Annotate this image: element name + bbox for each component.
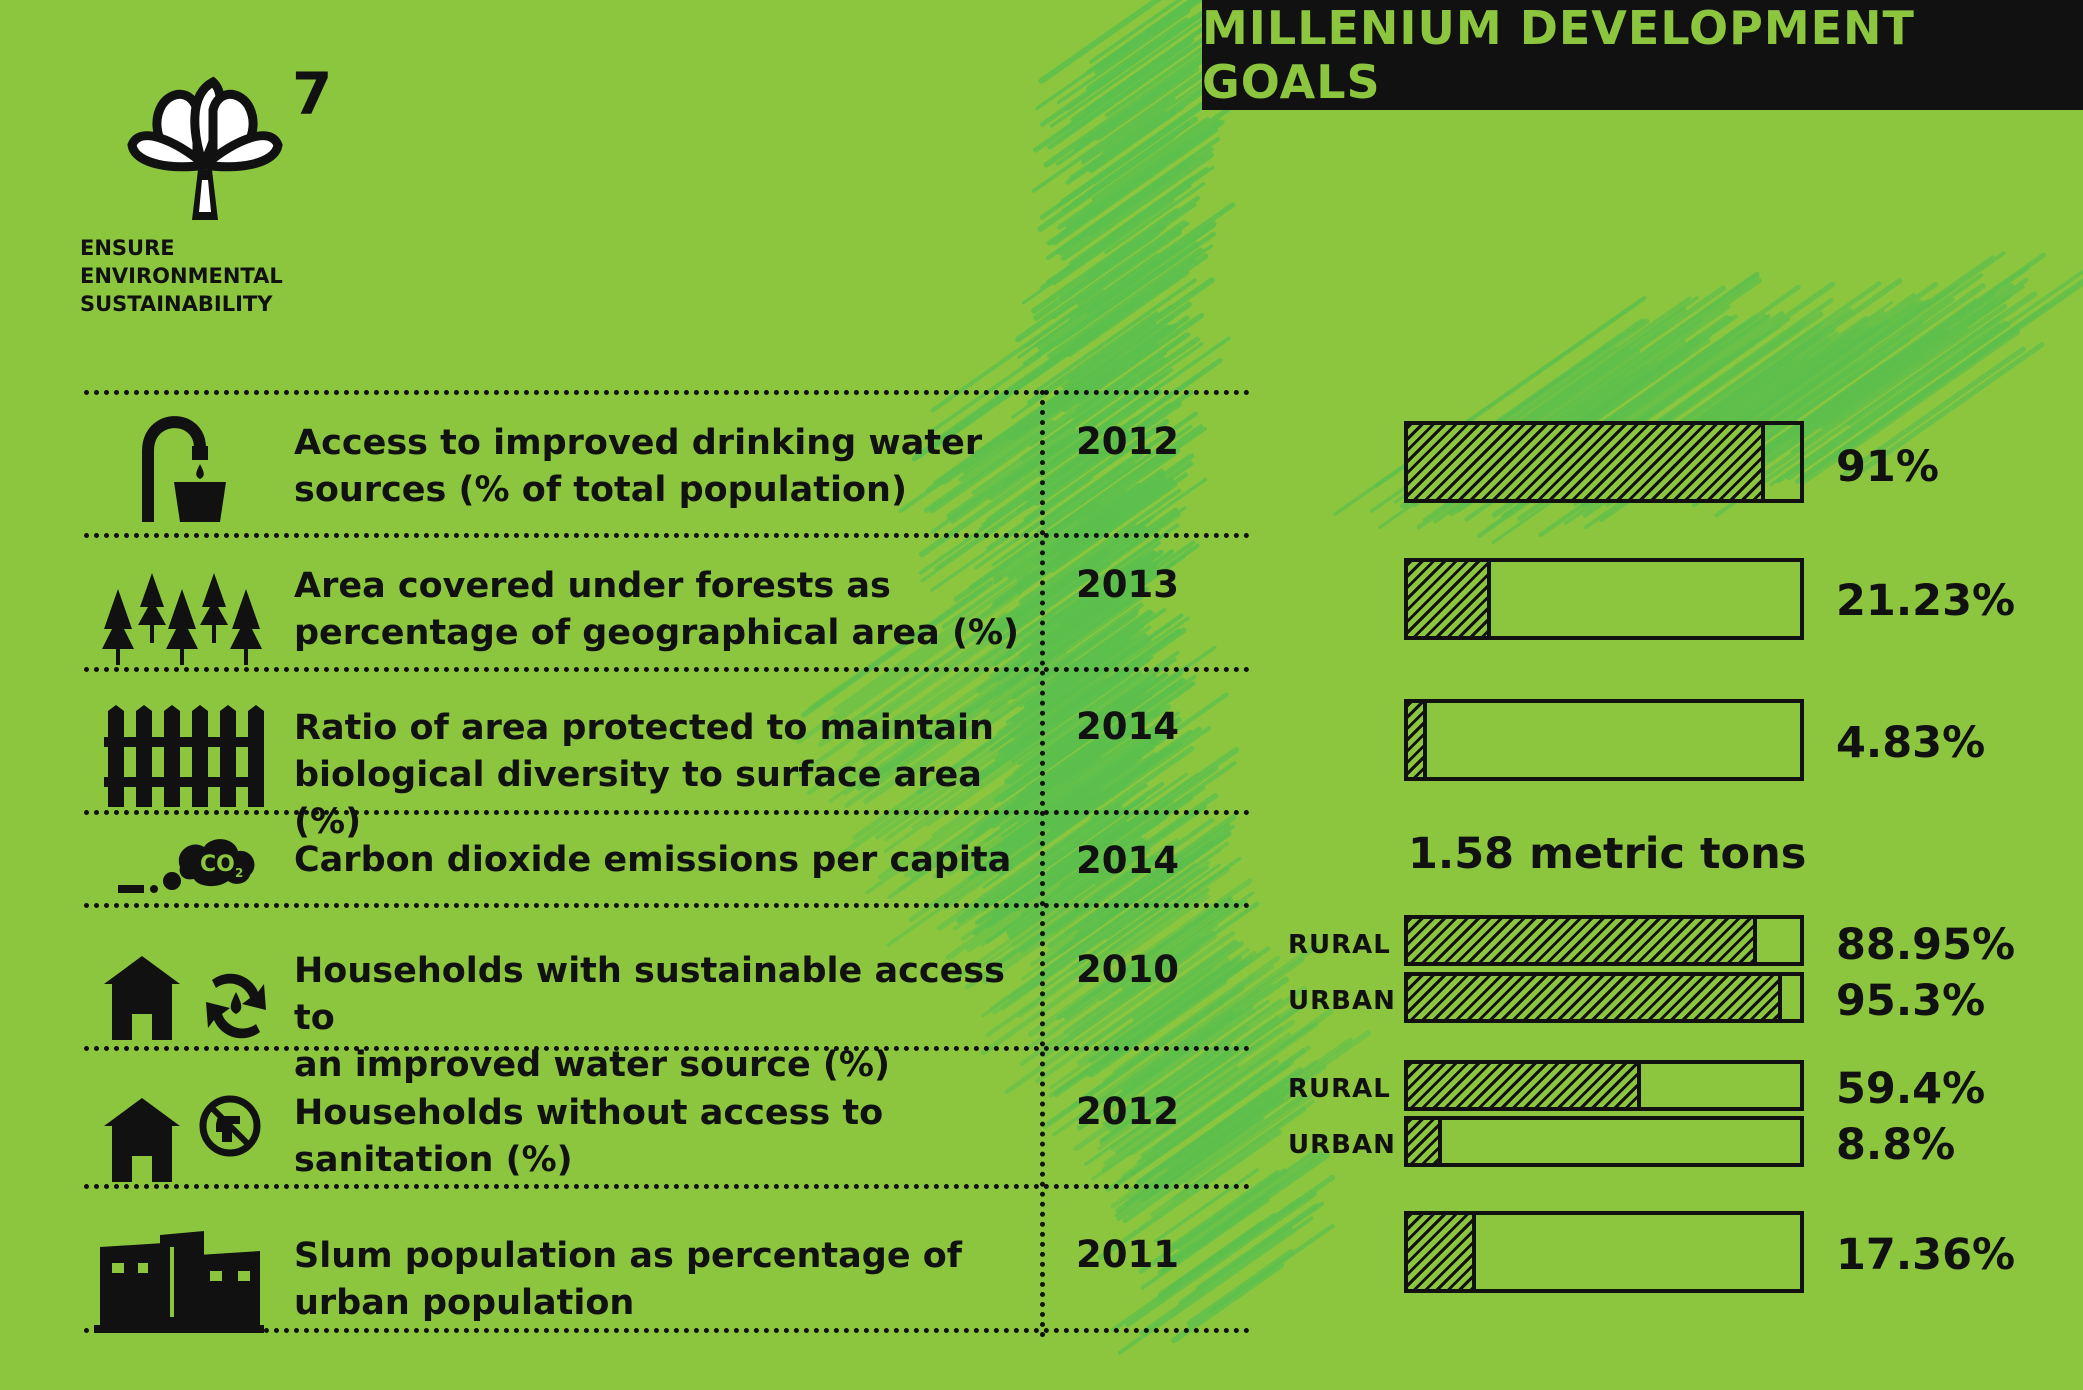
progress-bar-fill [1408, 562, 1492, 636]
dotted-divider [84, 533, 1250, 538]
description-line: percentage of geographical area (%) [294, 613, 1020, 653]
progress-bar [1404, 972, 1804, 1023]
indicator-year: 2012 [1076, 420, 1179, 463]
indicator-row-protected-area: Ratio of area protected to maintain biol… [0, 685, 2083, 842]
indicator-year: 2014 [1076, 839, 1179, 882]
progress-bar-fill [1408, 703, 1427, 777]
description-line: Ratio of area protected to maintain [294, 708, 994, 748]
indicator-value: 8.8% [1836, 1120, 1956, 1170]
indicator-row-household-sanitation: Households without access to sanitation … [0, 1070, 2083, 1210]
svg-text:CO: CO [200, 852, 235, 877]
co2-value: 1.58 metric tons [1408, 829, 1807, 879]
progress-bar [1404, 699, 1804, 781]
goal-tree-icon [127, 76, 283, 220]
indicator-value: 17.36% [1836, 1230, 2016, 1280]
indicator-description: Access to improved drinking water source… [294, 420, 1034, 514]
goal-name: ENSURE ENVIRONMENTAL SUSTAINABILITY [80, 234, 283, 318]
dotted-divider [84, 1046, 1250, 1051]
indicator-year: 2010 [1076, 948, 1179, 991]
dotted-divider [84, 903, 1250, 908]
progress-bar [1404, 915, 1804, 966]
progress-bar [1404, 1060, 1804, 1111]
banner-title: MILLENIUM DEVELOPMENT GOALS [1202, 0, 2083, 110]
description-line: Access to improved drinking water [294, 423, 983, 463]
co2-cloud-icon: CO 2 [118, 839, 255, 893]
indicator-value: 4.83% [1836, 718, 1986, 768]
indicator-description: Carbon dioxide emissions per capita [294, 837, 1034, 884]
description-line: Households without access to [294, 1093, 884, 1133]
dotted-divider [84, 1328, 1250, 1333]
description-line: an improved water source (%) [294, 1045, 890, 1085]
indicator-row-slum-population: Slum population as percentage of urban p… [0, 1213, 2083, 1353]
goal-name-line: SUSTAINABILITY [80, 292, 273, 316]
description-line: sources (% of total population) [294, 470, 907, 510]
bar-label-rural: RURAL [1288, 930, 1391, 960]
indicator-description: Households with sustainable access to an… [294, 948, 1034, 1089]
indicator-value: 88.95% [1836, 920, 2016, 970]
dotted-divider [84, 390, 1250, 395]
progress-bar-fill [1408, 425, 1765, 499]
description-line: Households with sustainable access to [294, 951, 1005, 1038]
svg-text:2: 2 [235, 866, 243, 880]
indicator-row-co2-emissions: CO 2 Carbon dioxide emissions per capita… [0, 827, 2083, 967]
progress-bar-fill [1408, 919, 1757, 962]
progress-bar-fill [1408, 1064, 1641, 1107]
description-line: biological diversity to surface area (%) [294, 755, 982, 842]
fence-icon [104, 705, 264, 807]
indicator-description: Area covered under forests as percentage… [294, 563, 1034, 657]
water-tap-icon [142, 416, 226, 522]
progress-bar-fill [1408, 976, 1782, 1019]
indicator-value: 21.23% [1836, 576, 2016, 626]
progress-bar [1404, 1116, 1804, 1167]
indicator-year: 2011 [1076, 1233, 1179, 1276]
indicator-year: 2013 [1076, 563, 1179, 606]
indicator-year: 2014 [1076, 705, 1179, 748]
progress-bar [1404, 421, 1804, 503]
house-water-icon [104, 956, 266, 1040]
dotted-divider [84, 1184, 1250, 1189]
progress-bar [1404, 1211, 1804, 1293]
dotted-divider [84, 810, 1250, 815]
indicator-year: 2012 [1076, 1090, 1179, 1133]
progress-bar-fill [1408, 1215, 1477, 1289]
description-line: urban population [294, 1283, 635, 1323]
progress-bar [1404, 558, 1804, 640]
slum-houses-icon [94, 1231, 264, 1333]
bar-label-urban: URBAN [1288, 1130, 1396, 1160]
description-line: Carbon dioxide emissions per capita [294, 840, 1012, 880]
dotted-divider [84, 667, 1250, 672]
indicator-description: Households without access to sanitation … [294, 1090, 1034, 1184]
description-line: Slum population as percentage of [294, 1236, 963, 1276]
goal-name-line: ENVIRONMENTAL [80, 264, 283, 288]
description-line: sanitation (%) [294, 1140, 573, 1180]
indicator-description: Ratio of area protected to maintain biol… [294, 705, 1034, 846]
goal-name-line: ENSURE [80, 236, 175, 260]
indicator-value: 95.3% [1836, 976, 1986, 1026]
progress-bar-fill [1408, 1120, 1443, 1163]
dotted-column-divider [1040, 390, 1045, 1338]
indicator-row-drinking-water: Access to improved drinking water source… [0, 400, 2083, 540]
house-no-toilet-icon [104, 1095, 261, 1182]
trees-icon [102, 573, 262, 665]
indicator-row-forest-area: Area covered under forests as percentage… [0, 543, 2083, 683]
indicator-row-household-water: Households with sustainable access to an… [0, 928, 2083, 1085]
bar-label-urban: URBAN [1288, 986, 1396, 1016]
indicator-value: 59.4% [1836, 1064, 1986, 1114]
bar-label-rural: RURAL [1288, 1074, 1391, 1104]
goal-number: 7 [292, 60, 333, 128]
description-line: Area covered under forests as [294, 566, 891, 606]
indicator-value: 91% [1836, 442, 1939, 492]
indicator-description: Slum population as percentage of urban p… [294, 1233, 1034, 1327]
